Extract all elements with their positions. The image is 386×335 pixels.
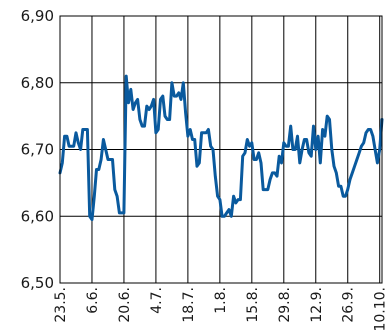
grid-layer	[60, 15, 382, 284]
x-tick-label: 15.8.	[245, 287, 261, 323]
plot-frame	[59, 15, 383, 284]
series-line	[58, 74, 384, 222]
x-tick-label: 20.6.	[117, 287, 133, 323]
series-layer	[58, 74, 384, 222]
x-tick-label: 4.7.	[149, 287, 165, 314]
x-tick-label: 1.8.	[213, 287, 229, 314]
x-tick-label: 23.5.	[53, 287, 69, 323]
y-tick-label: 6,70	[21, 141, 54, 159]
x-tick-label: 26.9.	[341, 287, 357, 323]
x-tick-label: 6.6.	[85, 287, 101, 314]
x-tick-label: 10.10.	[373, 287, 386, 332]
x-axis-ticks: 23.5. 6.6. 20.6. 4.7. 18.7. 1.8. 15.8. 29.8. 12.…	[53, 287, 386, 332]
y-tick-label: 6,80	[21, 74, 54, 92]
y-tick-label: 6,50	[21, 274, 54, 292]
x-tick-label: 29.8.	[277, 287, 293, 323]
y-axis-ticks: 6,50 6,60 6,70 6,80 6,90	[21, 7, 54, 292]
y-tick-label: 6,60	[21, 207, 54, 225]
x-tick-label: 18.7.	[181, 287, 197, 323]
x-tick-label: 12.9.	[309, 287, 325, 323]
y-tick-label: 6,90	[21, 7, 54, 25]
